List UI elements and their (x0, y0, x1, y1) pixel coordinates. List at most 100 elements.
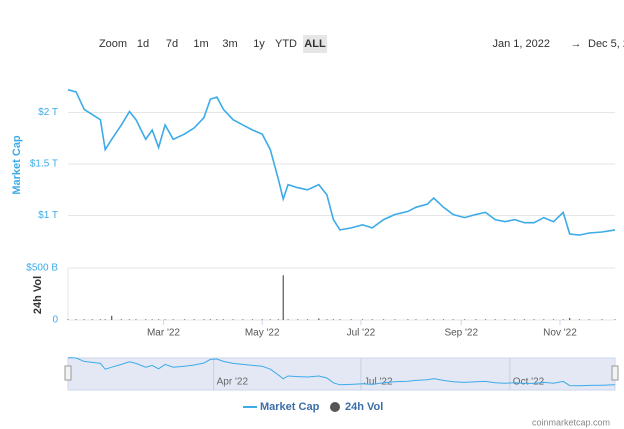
volume-bar (394, 319, 396, 320)
volume-bar (350, 319, 352, 320)
zoom-label: Zoom (99, 38, 127, 50)
volume-bar (332, 319, 335, 320)
volume-bar (494, 319, 496, 320)
volume-bar (484, 319, 487, 320)
volume-bar (287, 319, 289, 320)
volume-bar (209, 319, 212, 320)
y-tick-label: $1.5 T (30, 159, 58, 170)
volume-bar (306, 319, 309, 320)
volume-bar (75, 319, 77, 320)
volume-bar (67, 319, 69, 320)
navigator-tick-label: Apr '22 (217, 377, 249, 388)
volume-bar (475, 319, 477, 320)
navigator-tick-label: Jul '22 (364, 377, 393, 388)
volume-bar (91, 319, 93, 320)
volume-bar (452, 319, 454, 320)
volume-bar (601, 319, 603, 320)
volume-bar (261, 319, 263, 320)
date-arrow: → (571, 38, 582, 50)
volume-bar (111, 315, 113, 320)
volume-bar (433, 319, 435, 320)
range-button[interactable]: YTD (275, 38, 297, 50)
volume-bar (99, 319, 101, 320)
navigator-line (67, 357, 616, 387)
volume-bar (562, 319, 564, 320)
x-tick-label: Sep '22 (444, 328, 478, 339)
volume-bar (382, 319, 385, 320)
volume-bar (83, 319, 85, 320)
volume-bar (326, 319, 328, 320)
volume-bar (164, 319, 166, 320)
volume-bar (514, 319, 516, 320)
volume-bar (426, 319, 428, 320)
range-button-bg (303, 35, 327, 53)
range-button[interactable]: 7d (166, 38, 178, 50)
date-from: Jan 1, 2022 (493, 38, 551, 50)
volume-bar (151, 319, 153, 320)
range-button[interactable]: 1y (253, 38, 265, 50)
volume-bar (172, 319, 174, 320)
navigator-tick-label: Oct '22 (513, 377, 545, 388)
y-tick-label: $2 T (38, 107, 58, 118)
y-tick-label: $1 T (38, 210, 58, 221)
volume-bar (552, 319, 555, 320)
volume-bar (569, 317, 571, 320)
x-tick-label: Mar '22 (147, 328, 180, 339)
volume-bar (504, 319, 506, 320)
range-buttons: 1d 7d 1m 3m 1y YTD ALL (137, 35, 327, 53)
volume-bar (104, 319, 106, 320)
volume-bar (297, 319, 299, 320)
y-axis-title: Market Cap (11, 135, 23, 195)
volume-bar (578, 319, 580, 320)
volume-bar (193, 319, 195, 320)
x-tick-label: May '22 (245, 328, 280, 339)
x-tick-label: Nov '22 (543, 328, 577, 339)
x-tick-label: Jul '22 (347, 328, 376, 339)
navigator-handle[interactable] (611, 365, 619, 381)
range-button[interactable]: ALL (304, 38, 326, 50)
volume-bar (216, 319, 218, 320)
volume-bar (407, 319, 409, 320)
volume-bar (183, 319, 186, 320)
volume-bar (232, 319, 234, 320)
volume-bar (269, 319, 271, 320)
volume-bar (523, 319, 525, 320)
y2-axis-title: 24h Vol (32, 276, 44, 314)
navigator-handle[interactable] (64, 365, 72, 381)
volume-bar (543, 319, 545, 320)
date-to: Dec 5, 2 (588, 38, 624, 50)
volume-bar (203, 319, 205, 320)
volume-bar (128, 319, 131, 320)
volume-bar (463, 319, 466, 320)
volume-bar (120, 319, 123, 320)
legend-label[interactable]: Market Cap (260, 401, 320, 413)
volume-bar (222, 319, 224, 320)
range-button[interactable]: 1m (193, 38, 208, 50)
volume-bar (158, 319, 160, 320)
credits: coinmarketcap.com (532, 417, 610, 427)
y2-tick-label: 0 (52, 315, 58, 326)
volume-bar (614, 319, 616, 320)
legend-symbol (330, 402, 340, 412)
volume-bar (145, 319, 147, 320)
volume-bar (242, 319, 244, 320)
y2-tick-label: $500 B (26, 263, 58, 274)
volume-bar (361, 319, 364, 320)
volume-bar (533, 319, 535, 320)
volume-bar (371, 319, 373, 320)
volume-bar (251, 319, 254, 320)
volume-bar (442, 319, 445, 320)
volume-bar (339, 319, 341, 320)
line (67, 89, 616, 236)
volume-bar (415, 319, 417, 320)
volume-bar (282, 275, 284, 320)
volume-bar (318, 318, 320, 320)
range-button[interactable]: 1d (137, 38, 149, 50)
volume-bar (277, 319, 279, 320)
volume-bar (588, 319, 590, 320)
range-button[interactable]: 3m (222, 38, 237, 50)
legend-label[interactable]: 24h Vol (345, 401, 383, 413)
volume-bar (135, 319, 137, 320)
